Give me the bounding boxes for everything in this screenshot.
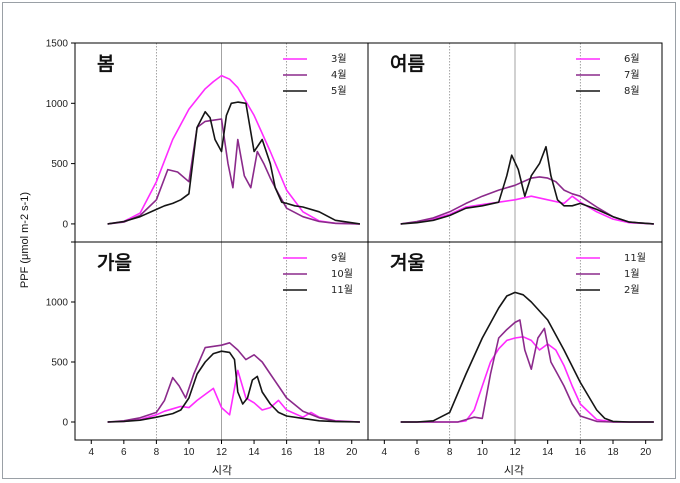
legend-label: 5월 <box>331 85 347 97</box>
legend-label: 9월 <box>331 252 347 264</box>
y-tick-label: 500 <box>51 358 68 369</box>
series-line <box>107 101 361 225</box>
panel-border <box>367 241 663 441</box>
series-line <box>400 145 654 225</box>
legend-label: 6월 <box>624 53 640 65</box>
y-tick-label: 1000 <box>46 99 69 110</box>
series-line <box>400 319 654 423</box>
series-line <box>107 369 360 423</box>
legend-label: 2월 <box>624 284 640 296</box>
series-line <box>107 341 360 423</box>
panel-title: 여름 <box>390 53 425 75</box>
x-tick-label: 16 <box>281 447 293 458</box>
panel-title: 가을 <box>97 252 132 274</box>
x-tick-label: 18 <box>607 447 619 458</box>
panel-title: 봄 <box>97 53 114 75</box>
x-tick-label: 14 <box>248 447 260 458</box>
legend-label: 10월 <box>331 268 353 280</box>
y-tick-label: 1000 <box>46 298 69 309</box>
x-tick-label: 14 <box>542 447 554 458</box>
x-tick-label: 8 <box>447 447 453 458</box>
legend-label: 7월 <box>624 69 640 81</box>
x-tick-label: 4 <box>382 447 388 458</box>
chart-frame <box>2 2 676 479</box>
series-line <box>400 195 654 225</box>
x-axis-label-left: 시각 <box>212 464 232 477</box>
y-axis-label: PPF (μmol m-2 s-1) <box>19 192 31 288</box>
x-axis-label-right: 시각 <box>504 464 524 477</box>
x-tick-label: 10 <box>183 447 195 458</box>
legend-label: 1월 <box>624 268 640 280</box>
x-tick-label: 8 <box>154 447 160 458</box>
x-tick-label: 18 <box>314 447 326 458</box>
legend-label: 4월 <box>331 69 347 81</box>
legend-label: 11월 <box>331 284 353 296</box>
x-tick-label: 12 <box>216 447 228 458</box>
series-line <box>107 350 360 423</box>
x-tick-label: 6 <box>121 447 127 458</box>
series-line <box>107 74 360 225</box>
panel-title: 겨울 <box>390 252 425 274</box>
y-tick-label: 500 <box>51 159 68 170</box>
series-line <box>400 291 654 423</box>
x-tick-label: 20 <box>346 447 358 458</box>
x-tick-label: 10 <box>477 447 489 458</box>
series-line <box>400 335 654 423</box>
x-tick-label: 4 <box>88 447 94 458</box>
legend-label: 3월 <box>331 53 347 65</box>
x-tick-label: 12 <box>509 447 521 458</box>
y-tick-label: 1500 <box>46 39 69 50</box>
x-tick-label: 16 <box>575 447 587 458</box>
y-tick-label: 0 <box>62 418 68 429</box>
series-line <box>400 176 654 225</box>
y-tick-label: 0 <box>62 219 68 230</box>
series-line <box>107 118 360 225</box>
legend-label: 8월 <box>624 85 640 97</box>
legend-label: 11월 <box>624 252 646 264</box>
x-tick-label: 20 <box>640 447 652 458</box>
x-tick-label: 6 <box>414 447 420 458</box>
